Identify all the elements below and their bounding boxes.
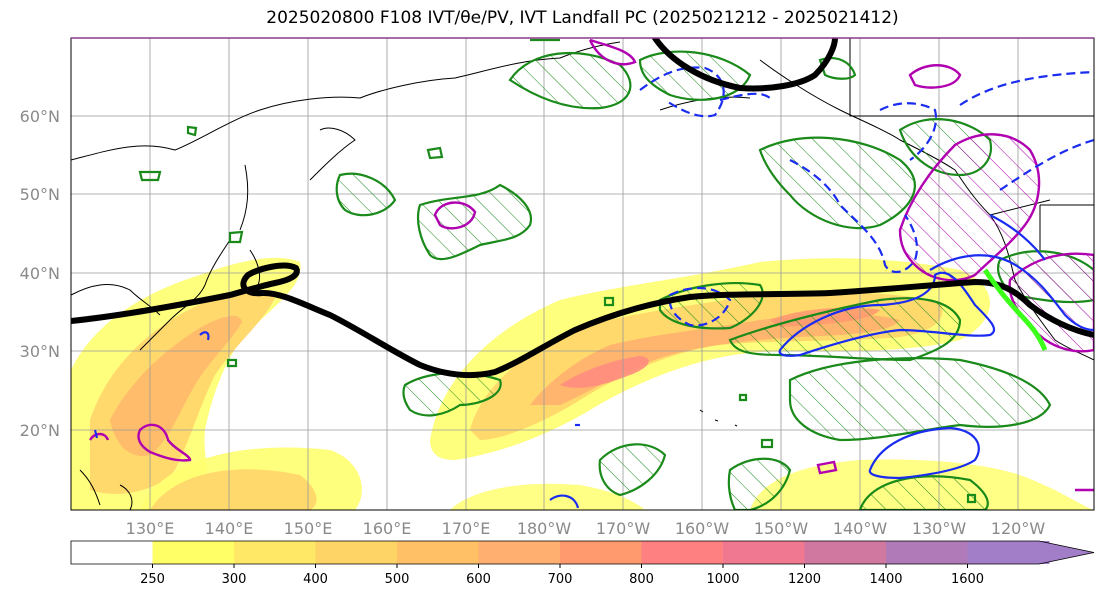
lon-label: 170°W — [596, 519, 651, 538]
lon-label: 140°E — [205, 519, 254, 538]
colorbar-segment — [234, 541, 316, 564]
colorbar-tick-label: 1600 — [951, 572, 984, 587]
colorbar-segment — [641, 541, 724, 564]
colorbar-tick-label: 1200 — [788, 572, 821, 587]
colorbar-segment — [723, 541, 805, 564]
colorbar-tick-label: 300 — [222, 572, 247, 587]
lat-label: 50°N — [20, 185, 60, 204]
colorbar-tick-label: 400 — [303, 572, 328, 587]
colorbar-segment — [71, 541, 153, 564]
colorbar-tick-label: 1400 — [869, 572, 902, 587]
map-title: 2025020800 F108 IVT/θe/PV, IVT Landfall … — [266, 8, 899, 28]
lon-label: 160°E — [363, 519, 412, 538]
longitude-labels: 130°E 140°E 150°E 160°E 170°E 180°W 170°… — [126, 519, 1046, 538]
lon-label: 150°W — [754, 519, 809, 538]
colorbar-segment — [560, 541, 642, 564]
theta-e-dashed-contours — [639, 66, 1094, 327]
lon-label: 130°W — [912, 519, 967, 538]
lon-label: 180°W — [517, 519, 572, 538]
lat-label: 20°N — [20, 421, 60, 440]
colorbar-tick-label: 250 — [140, 572, 165, 587]
ivt-outline-contours — [71, 38, 1094, 379]
colorbar-segment — [397, 541, 479, 564]
lon-label: 140°W — [833, 519, 888, 538]
theta-e-cold-contours — [93, 214, 1094, 509]
lon-label: 120°W — [991, 519, 1046, 538]
lon-label: 130°E — [126, 519, 175, 538]
colorbar-tick-label: 800 — [629, 572, 654, 587]
colorbar: 250 300 400 500 600 700 800 1000 1200 1400 1600 — [70, 540, 1095, 587]
colorbar-segment — [478, 541, 561, 564]
colorbar-segment — [152, 541, 235, 564]
colorbar-tick-label: 500 — [385, 572, 410, 587]
colorbar-tick-label: 1000 — [706, 572, 739, 587]
lat-label: 30°N — [20, 342, 60, 361]
lon-label: 160°W — [675, 519, 730, 538]
colorbar-segment — [315, 541, 398, 564]
lat-label: 60°N — [20, 107, 60, 126]
colorbar-tick-label: 700 — [548, 572, 573, 587]
map-panel — [71, 38, 1094, 510]
colorbar-tick-label: 600 — [466, 572, 491, 587]
lon-label: 170°E — [442, 519, 491, 538]
landfall-segment — [982, 268, 1048, 351]
colorbar-segment — [804, 541, 887, 564]
colorbar-extend-arrow — [967, 541, 1094, 564]
latitude-labels: 60°N 50°N 40°N 30°N 20°N — [20, 107, 60, 440]
lat-label: 40°N — [20, 264, 60, 283]
colorbar-segment — [886, 541, 968, 564]
lon-label: 150°E — [284, 519, 333, 538]
pv-hatched-contours — [138, 38, 1094, 510]
